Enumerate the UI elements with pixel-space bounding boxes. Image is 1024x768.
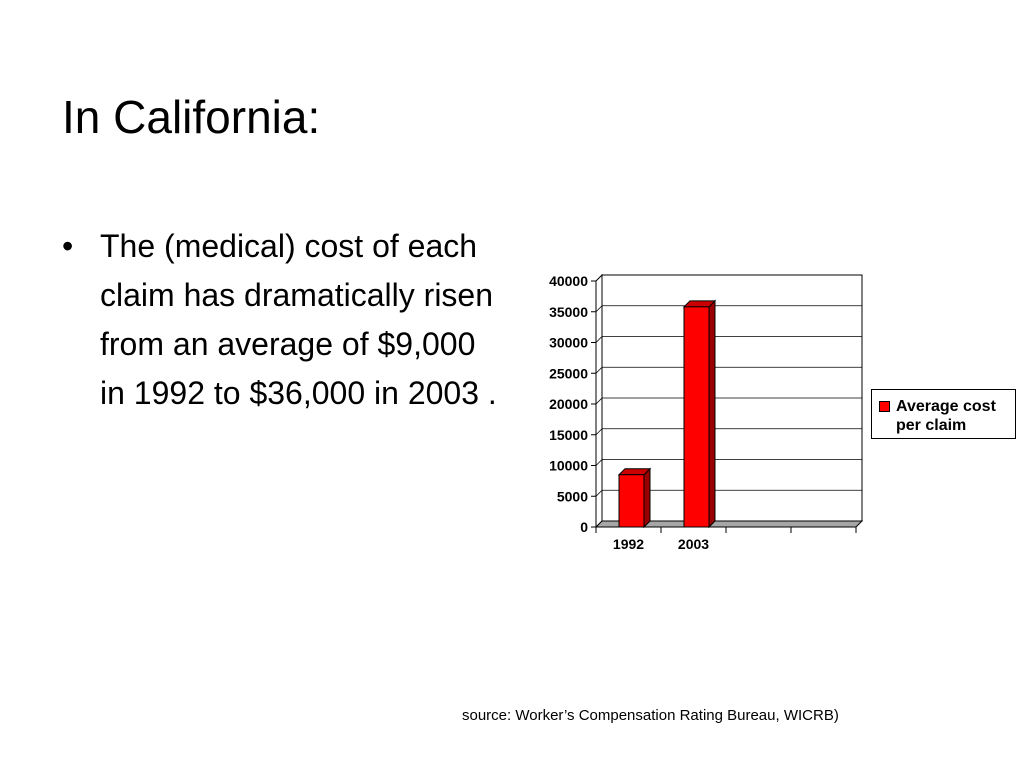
bullet-icon: • [62,228,74,264]
y-tick-label: 15000 [549,427,588,443]
gridline-side [595,397,603,405]
gridline-side [595,459,603,466]
y-tick-label: 25000 [549,365,588,381]
bar-top [617,468,652,476]
y-tick-label: 30000 [549,335,588,351]
slide-title: In California: [62,91,321,143]
legend-swatch [879,401,890,412]
gridline-side [595,305,603,313]
gridline-side [595,336,603,343]
bar-side [708,299,716,529]
x-axis: 1992 2003 [595,527,857,552]
y-tick-label: 40000 [549,273,588,289]
y-tick-label: 5000 [557,488,588,504]
bullet-list: • The (medical) cost of each claim has d… [60,222,500,418]
gridline-side [595,366,603,374]
y-tick-label: 20000 [549,396,588,412]
x-tick-label: 2003 [678,536,709,552]
chart-bars [617,299,717,529]
bar-side [643,467,651,529]
chart-legend: Average cost per claim [871,389,1016,439]
bar-2003 [683,306,710,528]
plot-floor [594,520,864,528]
gridline-side [595,489,603,497]
bullet-item: • The (medical) cost of each claim has d… [60,222,500,418]
gridline-side [595,428,603,436]
y-tick-label: 10000 [549,458,588,474]
y-tick-label: 35000 [549,304,588,320]
source-note: source: Worker’s Compensation Rating Bur… [462,707,839,724]
x-tick-label: 1992 [613,536,644,552]
bar-1992 [618,474,645,528]
y-tick-label: 0 [580,519,588,535]
bar-top [682,300,717,308]
y-axis: 0 5000 10000 15000 20000 25000 30000 35000 40000 [549,273,596,535]
bullet-text: The (medical) cost of each claim has dra… [100,228,497,411]
legend-label: Average cost per claim [896,398,996,434]
